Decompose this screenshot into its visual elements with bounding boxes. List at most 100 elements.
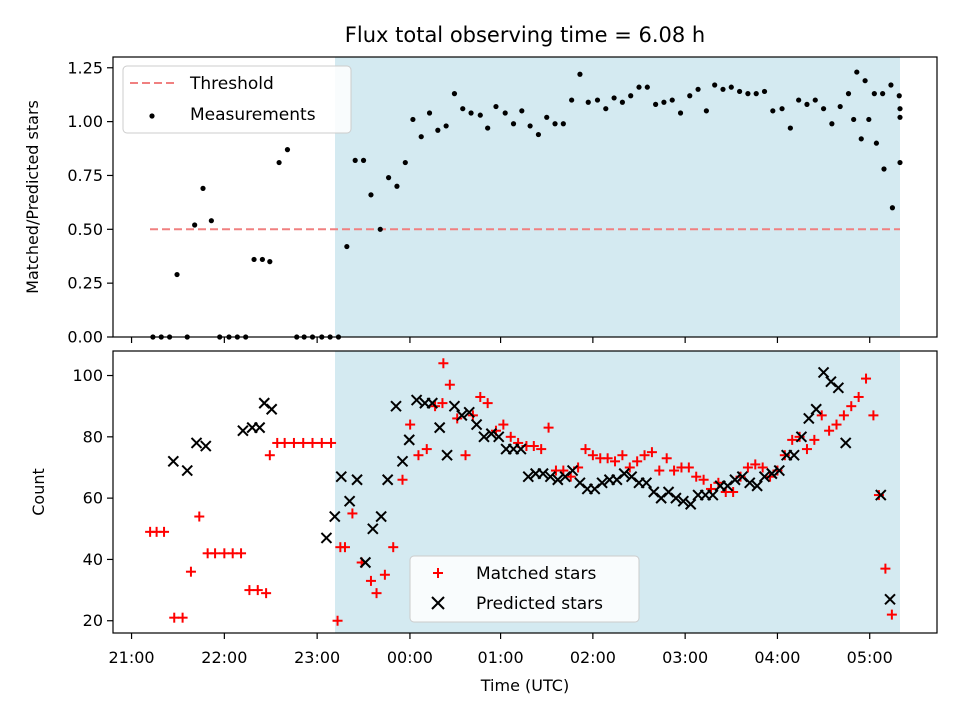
x-tick-label: 04:00 [754, 648, 800, 667]
matched-star-point [838, 410, 849, 421]
predicted-star-point [788, 449, 800, 461]
matched-star-point [536, 444, 547, 455]
predicted-star-point [751, 480, 763, 492]
matched-star-point [661, 453, 672, 464]
x-tick-label: 01:00 [478, 648, 524, 667]
predicted-star-point [403, 434, 415, 446]
legend-threshold-label: Threshold [189, 74, 274, 94]
legend-predicted-swatch [431, 596, 445, 610]
matched-star-point [236, 548, 247, 559]
matched-star-point [801, 444, 812, 455]
matched-star-point [587, 450, 598, 461]
y-tick-label: 0.50 [67, 220, 103, 239]
measurement-point [451, 91, 458, 97]
bottom-y-axis-label: Count [29, 468, 48, 516]
predicted-star-point [433, 421, 446, 434]
measurement-point [897, 106, 903, 112]
matched-star-point [169, 612, 180, 623]
matched-star-point [298, 437, 309, 448]
matched-star-point [816, 410, 827, 421]
measurement-point [352, 157, 358, 163]
measurement-point [866, 116, 872, 123]
matched-star-point [728, 487, 739, 497]
matched-star-point [177, 612, 188, 623]
matched-star-point [691, 471, 702, 482]
predicted-star-point [343, 495, 356, 507]
predicted-star-point [485, 428, 498, 440]
matched-star-point [413, 450, 424, 461]
predicted-star-point [537, 467, 549, 480]
matched-star-point [279, 437, 290, 448]
measurement-point [611, 95, 617, 101]
top-panel: 0.00 0.25 0.50 0.75 1.00 1.25 Threshold Measur… [23, 56, 938, 347]
measurement-point [871, 91, 877, 97]
matched-star-point [227, 548, 238, 559]
measurement-point [862, 78, 868, 84]
predicted-star-point [707, 489, 719, 501]
y-tick-label: 20 [83, 611, 103, 630]
predicted-star-point [795, 431, 808, 443]
matched-star-point [339, 542, 350, 553]
matched-star-point [347, 508, 358, 519]
predicted-star-point [618, 467, 630, 480]
predicted-star-point [265, 403, 278, 415]
predicted-star-point [640, 477, 653, 489]
measurement-point [418, 134, 424, 140]
matched-star-point [332, 615, 343, 626]
measurement-point [753, 91, 759, 97]
measurement-point [585, 99, 591, 105]
predicted-star-point [596, 477, 608, 489]
measurement-point [267, 259, 273, 265]
matched-star-point [159, 526, 170, 537]
measurement-point [897, 114, 903, 120]
predicted-star-point [552, 474, 564, 486]
matched-star-point [824, 425, 835, 436]
matched-star-point [437, 398, 448, 409]
measurement-point [736, 88, 743, 95]
plot-frame [112, 56, 938, 338]
predicted-star-point [396, 455, 409, 468]
measurement-point [796, 97, 802, 103]
measurement-point [284, 147, 291, 153]
measurement-point [661, 99, 667, 105]
predicted-star-point [810, 403, 822, 415]
measurement-point [812, 97, 818, 103]
x-tick-label: 21:00 [109, 648, 155, 667]
measurement-point [695, 86, 701, 92]
y-tick-label: 1.25 [67, 58, 103, 77]
matched-star-point [639, 450, 650, 461]
measurement-point [502, 110, 508, 116]
measurement-point [368, 192, 374, 198]
measurement-point [377, 226, 383, 232]
matched-star-point [886, 609, 897, 620]
matched-star-point [617, 450, 628, 461]
predicted-star-point [758, 470, 771, 483]
measurement-point [888, 82, 894, 88]
measurement-point [896, 93, 902, 99]
predicted-star-point [566, 464, 579, 477]
predicted-star-point [167, 455, 180, 468]
measurement-point [845, 91, 852, 97]
matched-star-point [307, 437, 318, 448]
measurement-point [745, 91, 751, 97]
measurement-point [468, 110, 474, 116]
measurement-point [527, 123, 533, 129]
measurement-point [594, 97, 601, 103]
matched-star-point [787, 434, 798, 445]
matched-star-point [580, 444, 591, 455]
measurement-point [577, 71, 583, 77]
predicted-star-point [832, 382, 845, 394]
measurement-point [644, 84, 650, 90]
legend-box [409, 555, 640, 623]
matched-star-point [371, 588, 382, 599]
measurement-point [820, 106, 827, 112]
measurement-point [552, 121, 558, 127]
predicted-star-point [875, 489, 887, 501]
measurement-point [276, 159, 282, 166]
predicted-star-point [817, 366, 830, 379]
measurement-point [653, 101, 659, 107]
y-tick-label: 40 [83, 550, 103, 569]
matched-star-point [482, 398, 493, 409]
measurement-point [881, 166, 887, 172]
matched-star-point [185, 566, 196, 577]
